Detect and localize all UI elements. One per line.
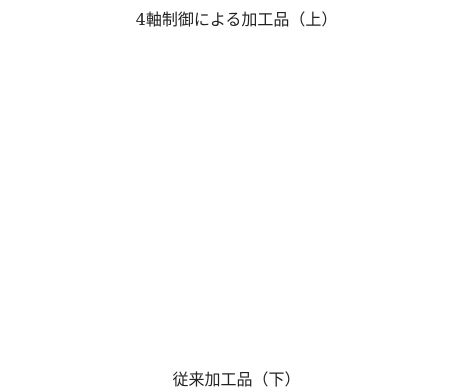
upper-strip: [8, 42, 468, 228]
tear-edge: [8, 40, 468, 42]
side-annotations: [280, 60, 463, 340]
upper-grid: [35, 60, 267, 166]
lower-strip: [8, 234, 468, 358]
upper-trace: [37, 60, 265, 162]
lower-trace: [37, 237, 289, 339]
top-caption: 4軸制御による加工品（上）: [0, 6, 473, 30]
lower-grid: [35, 246, 291, 332]
bottom-caption: 従来加工品（下）: [0, 366, 473, 390]
figure: [0, 0, 473, 392]
page: 4軸制御による加工品（上） 従来加工品（下） (() => { const da…: [0, 0, 473, 392]
